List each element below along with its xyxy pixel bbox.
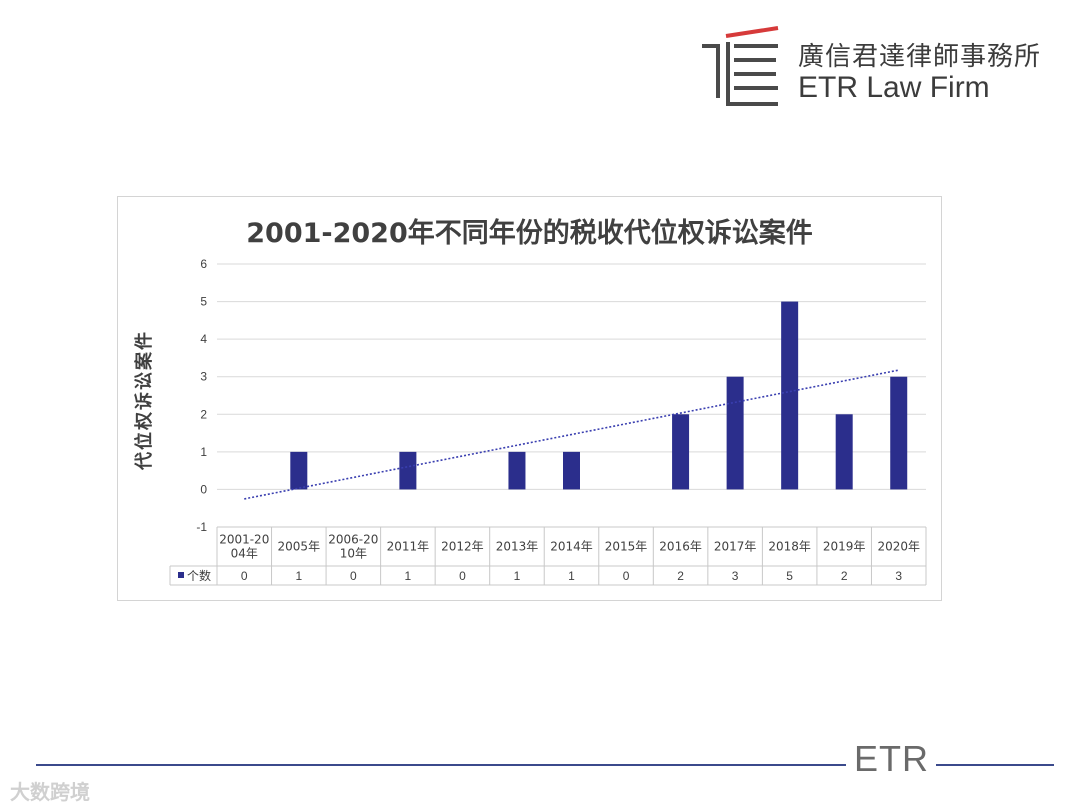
legend-key [178,572,184,578]
table-value: 2 [841,569,848,583]
trendline [244,369,899,500]
y-tick-label: 0 [200,482,207,496]
table-value: 1 [405,569,412,583]
x-tick-label: 2019年 [823,540,866,554]
firm-name-en: ETR Law Firm [798,71,990,104]
y-tick-label: 4 [200,332,207,346]
bar [508,451,526,490]
x-tick-label: 2017年 [714,540,757,554]
x-tick-label: 2011年 [387,540,430,554]
bar [726,376,744,490]
bar [890,376,908,490]
bar [835,414,853,490]
legend-label: 个数 [187,568,211,583]
table-value: 3 [732,569,739,583]
x-tick-label: 2020年 [877,540,920,554]
y-tick-label: 6 [200,257,207,271]
table-value: 0 [459,569,466,583]
y-tick-label: 3 [200,370,207,384]
table-value: 2 [677,569,684,583]
x-tick-label: 2005年 [278,540,321,554]
footer-line-left [36,764,846,766]
bar [672,414,690,490]
y-tick-label: 1 [200,445,207,459]
x-tick-label: 2006-20 10年 [328,533,378,561]
x-tick-label: 2016年 [659,540,702,554]
chart-title: 2001-2020年不同年份的税收代位权诉讼案件 [246,218,813,249]
x-tick-label: 2015年 [605,540,648,554]
bar [781,301,799,490]
table-value: 0 [350,569,357,583]
etr-logo-mark-icon [702,26,779,106]
table-value: 1 [568,569,575,583]
table-value: 5 [786,569,793,583]
x-tick-label: 2013年 [496,540,539,554]
table-value: 1 [295,569,302,583]
y-tick-label: -1 [196,520,207,534]
bar [399,451,417,490]
y-tick-label: 5 [200,295,207,309]
table-value: 3 [895,569,902,583]
watermark: 大数跨境 [10,780,90,804]
x-tick-label: 2018年 [768,540,811,554]
firm-name-cn: 廣信君達律師事務所 [798,42,1042,72]
x-tick-label: 2012年 [441,540,484,554]
bar [563,451,580,490]
table-value: 0 [623,569,630,583]
table-value: 1 [514,569,521,583]
y-tick-label: 2 [200,407,207,421]
firm-logo: 廣信君達律師事務所 ETR Law Firm [698,26,1068,110]
footer-brand: ETR [854,738,929,779]
x-tick-label: 2001-20 04年 [219,533,269,561]
footer-line-right [936,764,1054,766]
x-tick-label: 2014年 [550,540,593,554]
table-value: 0 [241,569,248,583]
bar [290,451,308,490]
